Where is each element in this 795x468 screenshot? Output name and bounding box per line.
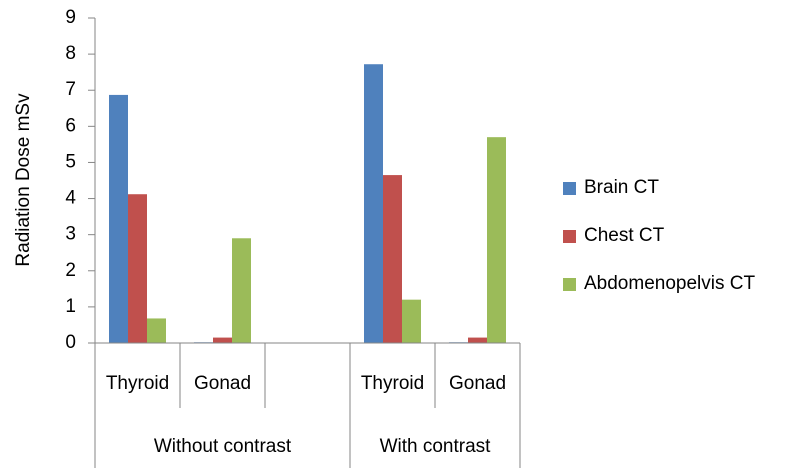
y-tick-label: 3	[65, 224, 76, 245]
y-tick-label: 7	[65, 79, 76, 100]
bar	[468, 337, 487, 343]
legend-label: Chest CT	[584, 225, 665, 246]
bar	[232, 238, 251, 343]
bar	[402, 299, 421, 343]
legend-swatch	[563, 278, 576, 291]
y-tick-label: 0	[65, 332, 76, 353]
y-tick-label: 1	[65, 296, 76, 317]
bar	[147, 318, 166, 343]
x-tick-label: Gonad	[194, 373, 251, 394]
y-tick-label: 6	[65, 115, 76, 136]
group-label: With contrast	[380, 436, 492, 457]
x-tick-label: Gonad	[449, 373, 506, 394]
bar	[364, 64, 383, 343]
y-tick-label: 5	[65, 151, 76, 172]
bar	[109, 94, 128, 344]
legend-label: Abdomenopelvis CT	[584, 273, 755, 294]
x-tick-label: Thyroid	[361, 373, 424, 394]
bar	[487, 137, 506, 343]
y-tick-label: 9	[65, 7, 76, 28]
y-tick-label: 8	[65, 43, 76, 64]
x-tick-label: Thyroid	[106, 373, 169, 394]
y-tick-label: 4	[65, 188, 76, 209]
bar	[128, 194, 147, 343]
legend-swatch	[563, 182, 576, 195]
y-axis-title: Radiation Dose mSv	[13, 93, 34, 267]
group-label: Without contrast	[154, 436, 292, 457]
bar	[383, 175, 402, 343]
y-tick-label: 2	[65, 260, 76, 281]
legend-swatch	[563, 230, 576, 243]
legend-label: Brain CT	[584, 177, 659, 198]
bar	[213, 337, 232, 343]
